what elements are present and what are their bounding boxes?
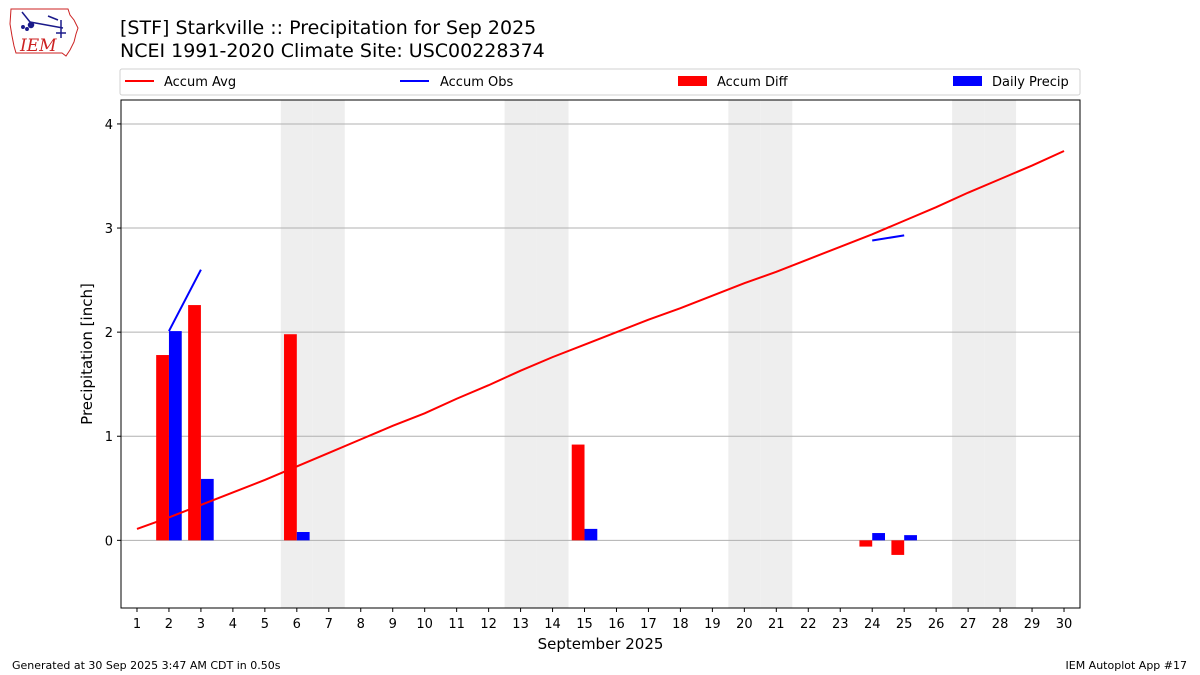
x-tick-label-29: 29 — [1024, 617, 1041, 632]
y-tick-label-3: 3 — [105, 222, 113, 237]
iem-logo: IEM — [9, 8, 79, 57]
x-tick-label-15: 15 — [576, 617, 593, 632]
x-tick-label-22: 22 — [800, 617, 817, 632]
footer-app-text: IEM Autoplot App #17 — [1065, 659, 1188, 672]
weekend-shade-day-20 — [728, 100, 761, 608]
weather-station-icon — [21, 11, 66, 38]
x-tick-label-9: 9 — [389, 617, 397, 632]
legend-accum-diff-label: Accum Diff — [717, 75, 789, 90]
accum-avg-line — [136, 150, 1065, 530]
daily-precip-bar-day-2 — [168, 331, 182, 541]
x-tick-label-10: 10 — [416, 617, 433, 632]
daily-precip-bar-day-6 — [296, 532, 310, 541]
accum-diff-bar-day-6 — [284, 334, 297, 541]
x-tick-label-23: 23 — [832, 617, 849, 632]
bars — [156, 305, 917, 555]
weekend-shading — [280, 100, 1017, 608]
accum-diff-bar-day-15 — [571, 444, 585, 541]
x-tick-label-3: 3 — [197, 617, 205, 632]
legend-accum-diff-handle — [678, 76, 707, 86]
accum-diff-bar-day-2 — [156, 355, 169, 541]
x-tick-label-12: 12 — [480, 617, 497, 632]
x-tick-label-25: 25 — [896, 617, 913, 632]
series-lines — [136, 150, 1065, 530]
x-tick-label-21: 21 — [768, 617, 785, 632]
chart-subtitle: NCEI 1991-2020 Climate Site: USC00228374 — [120, 40, 545, 62]
x-tick-label-8: 8 — [357, 617, 365, 632]
x-tick-label-30: 30 — [1056, 617, 1073, 632]
x-tick-label-14: 14 — [544, 617, 561, 632]
x-tick-label-7: 7 — [325, 617, 333, 632]
x-tick-label-17: 17 — [640, 617, 657, 632]
x-tick-label-19: 19 — [704, 617, 721, 632]
y-tick-label-4: 4 — [105, 118, 113, 133]
legend-daily-precip-handle — [953, 76, 982, 86]
legend-accum-avg-label: Accum Avg — [164, 75, 236, 90]
x-axis-label: September 2025 — [538, 635, 664, 653]
weekend-shade-day-21 — [760, 100, 793, 608]
gridlines — [121, 123, 1080, 541]
accum-diff-bar-day-24 — [859, 540, 873, 547]
chart-title: [STF] Starkville :: Precipitation for Se… — [120, 17, 537, 39]
daily-precip-bar-day-3 — [200, 478, 214, 541]
footer-generated-text: Generated at 30 Sep 2025 3:47 AM CDT in … — [12, 659, 281, 672]
iowa-outline-icon — [9, 8, 79, 57]
legend: Accum Avg Accum Obs Accum Diff Daily Precip — [119, 68, 1081, 96]
x-tick-label-24: 24 — [864, 617, 881, 632]
x-axis-ticks: 1 2 3 4 5 6 7 8 9 10 11 12 13 14 15 16 17 18 19 20 21 22 23 24 2… — [133, 608, 1072, 632]
accum-obs-line-segment-2 — [872, 234, 905, 242]
x-tick-label-26: 26 — [928, 617, 945, 632]
daily-precip-bar-day-25 — [904, 535, 917, 541]
weekend-shade-day-27 — [952, 100, 985, 608]
accum-obs-line-segment-1 — [168, 269, 202, 332]
daily-precip-bar-day-24 — [872, 533, 886, 541]
y-tick-label-2: 2 — [105, 326, 113, 341]
logo-text: IEM — [19, 36, 57, 56]
x-tick-label-5: 5 — [261, 617, 269, 632]
weekend-shade-day-14 — [536, 100, 569, 608]
x-tick-label-11: 11 — [448, 617, 465, 632]
y-axis-label: Precipitation [inch] — [78, 283, 96, 425]
x-tick-label-4: 4 — [229, 617, 237, 632]
y-tick-label-1: 1 — [105, 430, 113, 445]
weekend-shade-day-7 — [312, 100, 345, 608]
x-tick-label-16: 16 — [608, 617, 625, 632]
plot-frame — [120, 99, 1081, 609]
legend-box — [119, 68, 1081, 96]
x-tick-label-13: 13 — [512, 617, 529, 632]
x-tick-label-27: 27 — [960, 617, 977, 632]
x-tick-label-6: 6 — [293, 617, 301, 632]
y-tick-label-0: 0 — [105, 534, 113, 549]
y-axis-ticks: 0 1 2 3 4 — [105, 118, 121, 549]
daily-precip-bar-day-15 — [584, 528, 598, 541]
weekend-shade-day-13 — [504, 100, 537, 608]
weekend-shade-day-28 — [984, 100, 1017, 608]
accum-diff-bar-day-3 — [188, 305, 201, 541]
accum-diff-bar-day-25 — [891, 540, 905, 555]
legend-accum-obs-label: Accum Obs — [440, 75, 513, 90]
x-tick-label-20: 20 — [736, 617, 753, 632]
x-tick-label-1: 1 — [133, 617, 141, 632]
x-tick-label-2: 2 — [165, 617, 173, 632]
legend-daily-precip-label: Daily Precip — [992, 75, 1069, 90]
x-tick-label-28: 28 — [992, 617, 1009, 632]
x-tick-label-18: 18 — [672, 617, 689, 632]
